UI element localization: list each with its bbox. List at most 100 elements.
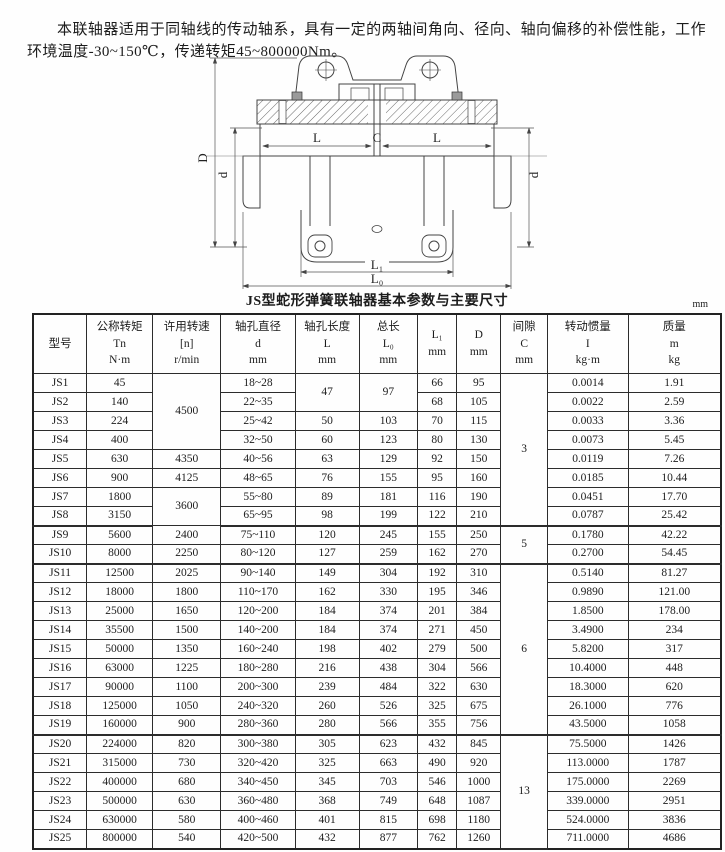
table-cell: 18~28 (220, 373, 296, 393)
table-cell: 0.1780 (547, 525, 629, 545)
table-cell: 340~450 (220, 772, 296, 792)
table-cell: 127 (294, 544, 360, 565)
model-cell: JS25 (32, 829, 88, 849)
dim-label-C: C (373, 130, 382, 145)
table-cell: 320~420 (220, 753, 296, 773)
table-cell: 250 (456, 525, 502, 545)
table-cell: 623 (358, 734, 419, 754)
table-cell: 181 (358, 487, 419, 507)
table-cell: 200~300 (220, 677, 296, 697)
table-cell: 260 (294, 696, 360, 716)
table-row: JS7 1800 3600 55~80 89 181 116 190 0.0451 17.70 (32, 487, 722, 526)
table-cell: 92 (417, 449, 458, 469)
table-cell: 1087 (456, 791, 502, 811)
table-cell: 180~280 (220, 658, 296, 678)
table-cell: 325 (294, 753, 360, 773)
model-cell: JS2 (32, 392, 88, 412)
table-cell: 566 (456, 658, 502, 678)
table-row: JS2 140 22~35 68 105 0.0022 2.59 (32, 392, 722, 412)
table-cell: 1058 (627, 715, 722, 736)
table-cell: 48~65 (220, 468, 296, 488)
table-cell: 756 (456, 715, 502, 736)
table-cell: 210 (456, 506, 502, 527)
model-cell: JS24 (32, 810, 88, 830)
shaft-hubs (242, 155, 512, 209)
model-cell: JS9 (32, 525, 88, 545)
table-cell: 5.8200 (547, 639, 629, 659)
header-cell: 许用转速 [n] r/min (152, 313, 222, 374)
table-cell: 270 (456, 544, 502, 565)
table-cell: 620 (627, 677, 722, 697)
table-cell: 4125 (152, 468, 222, 488)
table-cell: 280~360 (220, 715, 296, 736)
table-cell: 4500 (152, 373, 222, 450)
table-cell: 35500 (86, 620, 154, 640)
flange-band (256, 91, 498, 125)
table-row: JS20 224000 820 300~380 305 623 432 845 13 75.500… (32, 734, 722, 850)
table-row: JS19 160000 900 280~360 280 566 355 756 43.5000 1… (32, 715, 722, 736)
table-title: JS型蛇形弹簧联轴器基本参数与主要尺寸 (245, 294, 509, 309)
table-cell: 0.0073 (547, 430, 629, 450)
dim-label-L0: L₀ (371, 271, 383, 286)
table-cell: 160000 (86, 715, 154, 736)
table-cell: 1426 (627, 734, 722, 754)
table-cell: 524.0000 (547, 810, 629, 830)
table-cell: 3.4900 (547, 620, 629, 640)
table-cell: 116 (417, 487, 458, 507)
table-cell: 115 (456, 411, 502, 431)
table-cell: 55~80 (220, 487, 296, 507)
table-row: JS22 400000 680 340~450 345 703 546 1000 175.000… (32, 772, 722, 792)
dim-label-d-left: d (215, 171, 230, 178)
table-cell: 54.45 (627, 544, 722, 565)
table-cell: 546 (417, 772, 458, 792)
model-cell: JS21 (32, 753, 88, 773)
table-cell: 1800 (152, 582, 222, 602)
table-cell: 162 (294, 582, 360, 602)
coupling-drawing-svg: D d d L C L L₁ L₀ (195, 55, 547, 289)
table-cell: 160~240 (220, 639, 296, 659)
table-cell: 420~500 (220, 829, 296, 849)
model-cell: JS18 (32, 696, 88, 716)
table-cell: 448 (627, 658, 722, 678)
table-cell: 5.45 (627, 430, 722, 450)
table-row: JS14 35500 1500 140~200 184 374 271 450 3.4900 23… (32, 620, 722, 640)
table-cell: 18.3000 (547, 677, 629, 697)
dimension-lines (210, 57, 534, 289)
table-cell: 216 (294, 658, 360, 678)
table-cell: 162 (417, 544, 458, 565)
model-cell: JS8 (32, 506, 88, 527)
table-cell: 130 (456, 430, 502, 450)
table-cell: 675 (456, 696, 502, 716)
table-cell: 1800 (86, 487, 154, 507)
table-cell: 123 (358, 430, 419, 450)
table-body: JS1 45 4500 18~28 47 97 66 95 3 0.0014 1.91 JS2 140 2… (32, 373, 722, 850)
table-cell: 110~170 (220, 582, 296, 602)
header-cell: 轴孔直径 d mm (220, 313, 296, 374)
table-cell: 80~120 (220, 544, 296, 565)
header-cell: L₁ mm (417, 313, 458, 374)
lower-cover (300, 156, 454, 263)
table-cell: 32~50 (220, 430, 296, 450)
table-cell: 160 (456, 468, 502, 488)
spring-cover-detail (338, 83, 416, 101)
table-cell: 140 (86, 392, 154, 412)
table-cell: 2250 (152, 544, 222, 565)
table-cell: 400 (86, 430, 154, 450)
table-cell: 80 (417, 430, 458, 450)
table-cell: 97 (358, 373, 419, 412)
table-cell: 125000 (86, 696, 154, 716)
table-cell: 315000 (86, 753, 154, 773)
table-cell: 877 (358, 829, 419, 849)
table-cell: 368 (294, 791, 360, 811)
table-cell: 3600 (152, 487, 222, 526)
model-cell: JS16 (32, 658, 88, 678)
table-cell: 304 (417, 658, 458, 678)
table-cell: 2269 (627, 772, 722, 792)
table-cell: 1000 (456, 772, 502, 792)
table-cell: 178.00 (627, 601, 722, 621)
table-cell: 1225 (152, 658, 222, 678)
